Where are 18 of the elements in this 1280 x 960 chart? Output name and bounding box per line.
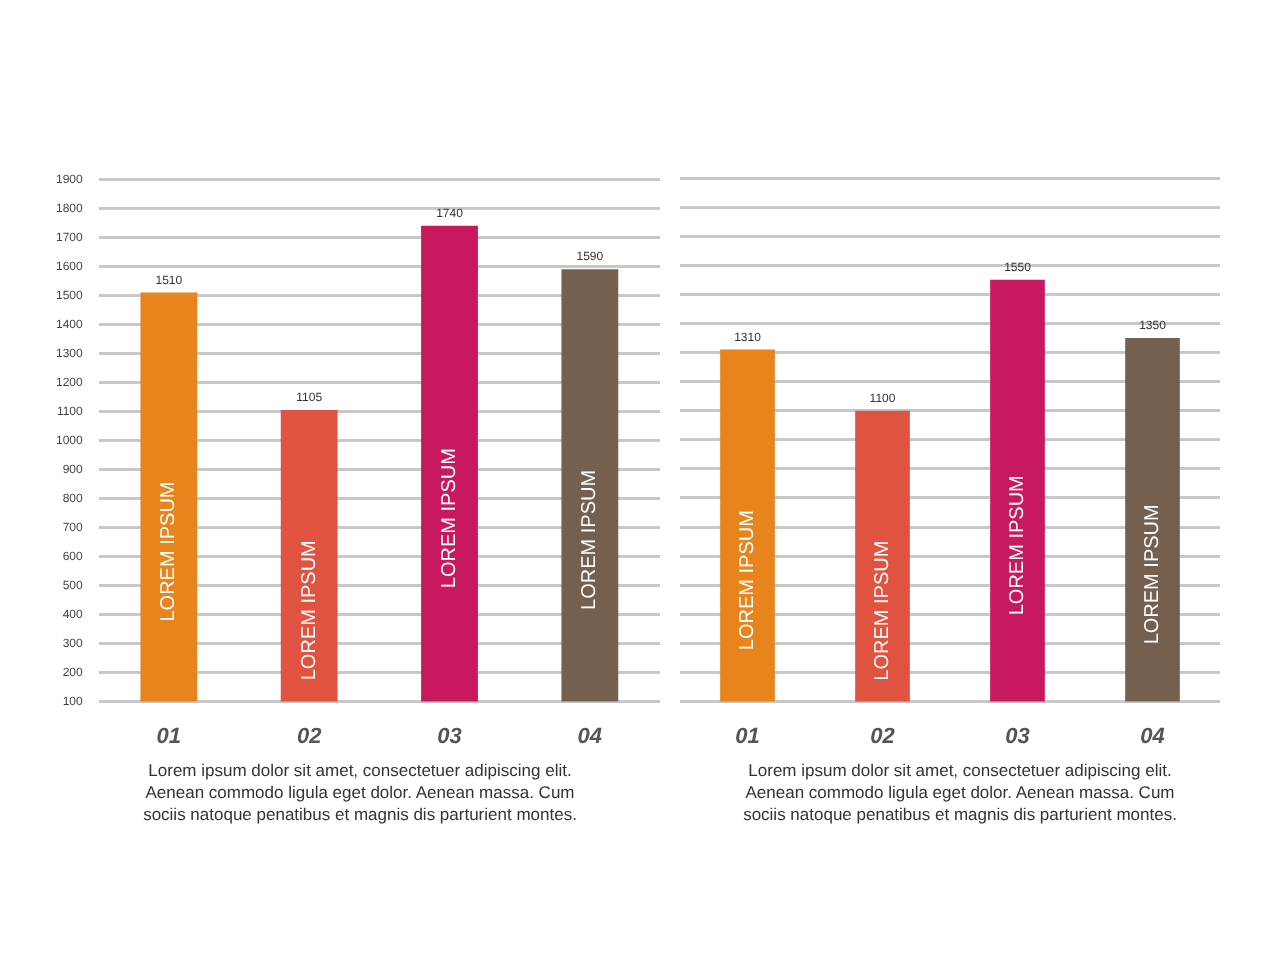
x-tick-label: 02 — [870, 724, 895, 749]
annotation: LOREM IPSUM — [439, 448, 462, 589]
x-tick-label: 04 — [1140, 724, 1165, 749]
text: Lorem ipsum dolor sit amet, consectetuer adipiscing elit. Aenean commodo ligula eget dolor. Aenean massa. Cum sociis natoque penatibus et magnis dis parturient montes. — [741, 760, 1179, 827]
x-tick-label: 02 — [296, 724, 322, 749]
annotation: LOREM IPSUM — [1007, 475, 1029, 616]
x-tick-label: 03 — [1005, 724, 1030, 749]
text: Lorem ipsum dolor sit amet, consectetuer adipiscing elit. Aenean commodo ligula eget dolor. Aenean massa. Cum sociis natoque penatibus et magnis dis parturient montes. — [141, 760, 579, 827]
annotation: LOREM IPSUM — [737, 510, 759, 651]
annotation: LOREM IPSUM — [579, 469, 602, 610]
annotation: LOREM IPSUM — [298, 540, 321, 681]
x-tick-label: 01 — [156, 724, 182, 749]
annotation: LOREM IPSUM — [1142, 504, 1164, 645]
x-tick-label: 03 — [437, 724, 462, 749]
annotation: LOREM IPSUM — [872, 540, 894, 681]
x-tick-label: 01 — [735, 724, 760, 749]
x-tick-label: 04 — [577, 724, 603, 749]
annotation: LOREM IPSUM — [158, 481, 181, 622]
